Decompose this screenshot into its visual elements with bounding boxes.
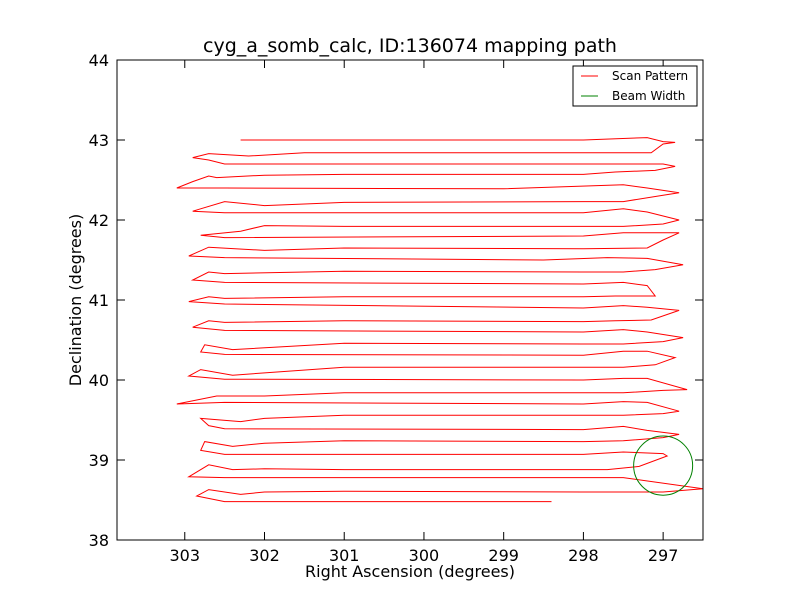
x-tick-label: 303 (169, 546, 200, 565)
y-tick-label: 42 (89, 211, 109, 230)
legend-label-scan-pattern: Scan Pattern (612, 69, 688, 83)
x-tick-label: 299 (488, 546, 519, 565)
y-tick-label: 41 (89, 291, 109, 310)
legend: Scan Pattern Beam Width (572, 65, 698, 107)
x-tick-label: 301 (329, 546, 360, 565)
x-axis-ticks: 303 302 301 300 299 298 297 (169, 60, 678, 565)
x-tick-label: 300 (409, 546, 440, 565)
series-beam-width (633, 435, 694, 496)
y-axis-ticks: 38 39 40 41 42 43 44 (89, 51, 703, 550)
y-tick-label: 39 (89, 451, 109, 470)
legend-box (572, 65, 698, 107)
series-scan-pattern (176, 137, 703, 503)
y-tick-label: 38 (89, 531, 109, 550)
y-tick-label: 44 (89, 51, 109, 70)
legend-label-beam-width: Beam Width (612, 89, 685, 103)
plot-area (117, 60, 703, 540)
chart-title: cyg_a_somb_calc, ID:136074 mapping path (203, 35, 617, 57)
y-tick-label: 40 (89, 371, 109, 390)
y-axis-label: Declination (degrees) (66, 214, 85, 386)
y-tick-label: 43 (89, 131, 109, 150)
x-tick-label: 297 (648, 546, 679, 565)
x-axis-label: Right Ascension (degrees) (305, 562, 515, 581)
x-tick-label: 298 (568, 546, 599, 565)
x-tick-label: 302 (249, 546, 280, 565)
data-layer (176, 137, 703, 503)
